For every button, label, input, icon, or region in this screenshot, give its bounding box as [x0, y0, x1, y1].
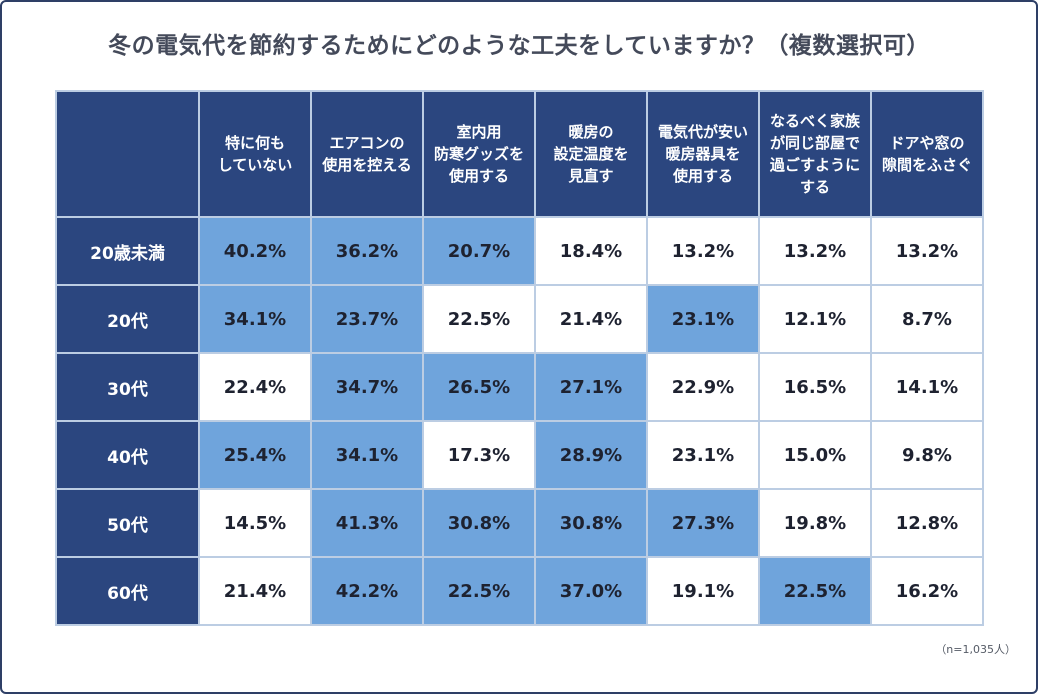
data-cell: 17.3% [422, 420, 536, 490]
row-header: 60代 [55, 556, 200, 626]
column-header-warm-goods: 室内用 防寒グッズを 使用する [422, 90, 536, 218]
data-cell: 30.8% [534, 488, 648, 558]
data-cell: 30.8% [422, 488, 536, 558]
column-header-temperature: 暖房の 設定温度を 見直す [534, 90, 648, 218]
data-cell: 23.1% [646, 284, 760, 354]
data-cell: 8.7% [870, 284, 984, 354]
data-cell: 22.5% [758, 556, 872, 626]
data-cell: 14.1% [870, 352, 984, 422]
data-cell: 12.8% [870, 488, 984, 558]
data-cell: 36.2% [310, 216, 424, 286]
data-cell: 22.5% [422, 284, 536, 354]
table-row: 20歳未満 40.2% 36.2% 20.7% 18.4% 13.2% 13.2% 13.2% [55, 216, 984, 286]
data-cell: 28.9% [534, 420, 648, 490]
table-row: 30代 22.4% 34.7% 26.5% 27.1% 22.9% 16.5% 14.1% [55, 352, 984, 422]
data-cell: 15.0% [758, 420, 872, 490]
data-cell: 26.5% [422, 352, 536, 422]
data-cell: 22.9% [646, 352, 760, 422]
table-corner [55, 90, 200, 218]
results-table: 特に何も していない エアコンの 使用を控える 室内用 防寒グッズを 使用する … [55, 90, 984, 626]
data-cell: 23.7% [310, 284, 424, 354]
data-cell: 23.1% [646, 420, 760, 490]
data-cell: 42.2% [310, 556, 424, 626]
column-header-same-room: なるべく家族 が同じ部屋で 過ごすように する [758, 90, 872, 218]
column-header-cheap-heater: 電気代が安い 暖房器具を 使用する [646, 90, 760, 218]
table-row: 20代 34.1% 23.7% 22.5% 21.4% 23.1% 12.1% 8.7% [55, 284, 984, 354]
table-row: 60代 21.4% 42.2% 22.5% 37.0% 19.1% 22.5% 16.2% [55, 556, 984, 626]
data-cell: 21.4% [198, 556, 312, 626]
data-cell: 13.2% [646, 216, 760, 286]
data-cell: 34.1% [198, 284, 312, 354]
data-cell: 16.5% [758, 352, 872, 422]
row-header: 20代 [55, 284, 200, 354]
data-cell: 12.1% [758, 284, 872, 354]
data-cell: 16.2% [870, 556, 984, 626]
data-cell: 21.4% [534, 284, 648, 354]
data-cell: 41.3% [310, 488, 424, 558]
data-cell: 22.5% [422, 556, 536, 626]
data-cell: 27.3% [646, 488, 760, 558]
row-header: 50代 [55, 488, 200, 558]
sample-size-note: （n=1,035人） [935, 643, 1016, 656]
table-row: 50代 14.5% 41.3% 30.8% 30.8% 27.3% 19.8% 12.8% [55, 488, 984, 558]
data-cell: 18.4% [534, 216, 648, 286]
row-header: 30代 [55, 352, 200, 422]
data-cell: 13.2% [758, 216, 872, 286]
row-header: 20歳未満 [55, 216, 200, 286]
column-header-none: 特に何も していない [198, 90, 312, 218]
data-cell: 19.1% [646, 556, 760, 626]
data-cell: 9.8% [870, 420, 984, 490]
chart-title: 冬の電気代を節約するためにどのような工夫をしていますか？（複数選択可） [108, 33, 930, 59]
table-body: 20歳未満 40.2% 36.2% 20.7% 18.4% 13.2% 13.2% 13.2%… [55, 216, 984, 626]
data-cell: 20.7% [422, 216, 536, 286]
column-header-seal-gaps: ドアや窓の 隙間をふさぐ [870, 90, 984, 218]
data-cell: 22.4% [198, 352, 312, 422]
column-header-less-ac: エアコンの 使用を控える [310, 90, 424, 218]
data-cell: 37.0% [534, 556, 648, 626]
data-cell: 25.4% [198, 420, 312, 490]
data-cell: 13.2% [870, 216, 984, 286]
data-cell: 19.8% [758, 488, 872, 558]
data-cell: 27.1% [534, 352, 648, 422]
data-cell: 40.2% [198, 216, 312, 286]
data-cell: 14.5% [198, 488, 312, 558]
data-cell: 34.1% [310, 420, 424, 490]
data-cell: 34.7% [310, 352, 424, 422]
row-header: 40代 [55, 420, 200, 490]
table-row: 40代 25.4% 34.1% 17.3% 28.9% 23.1% 15.0% 9.8% [55, 420, 984, 490]
